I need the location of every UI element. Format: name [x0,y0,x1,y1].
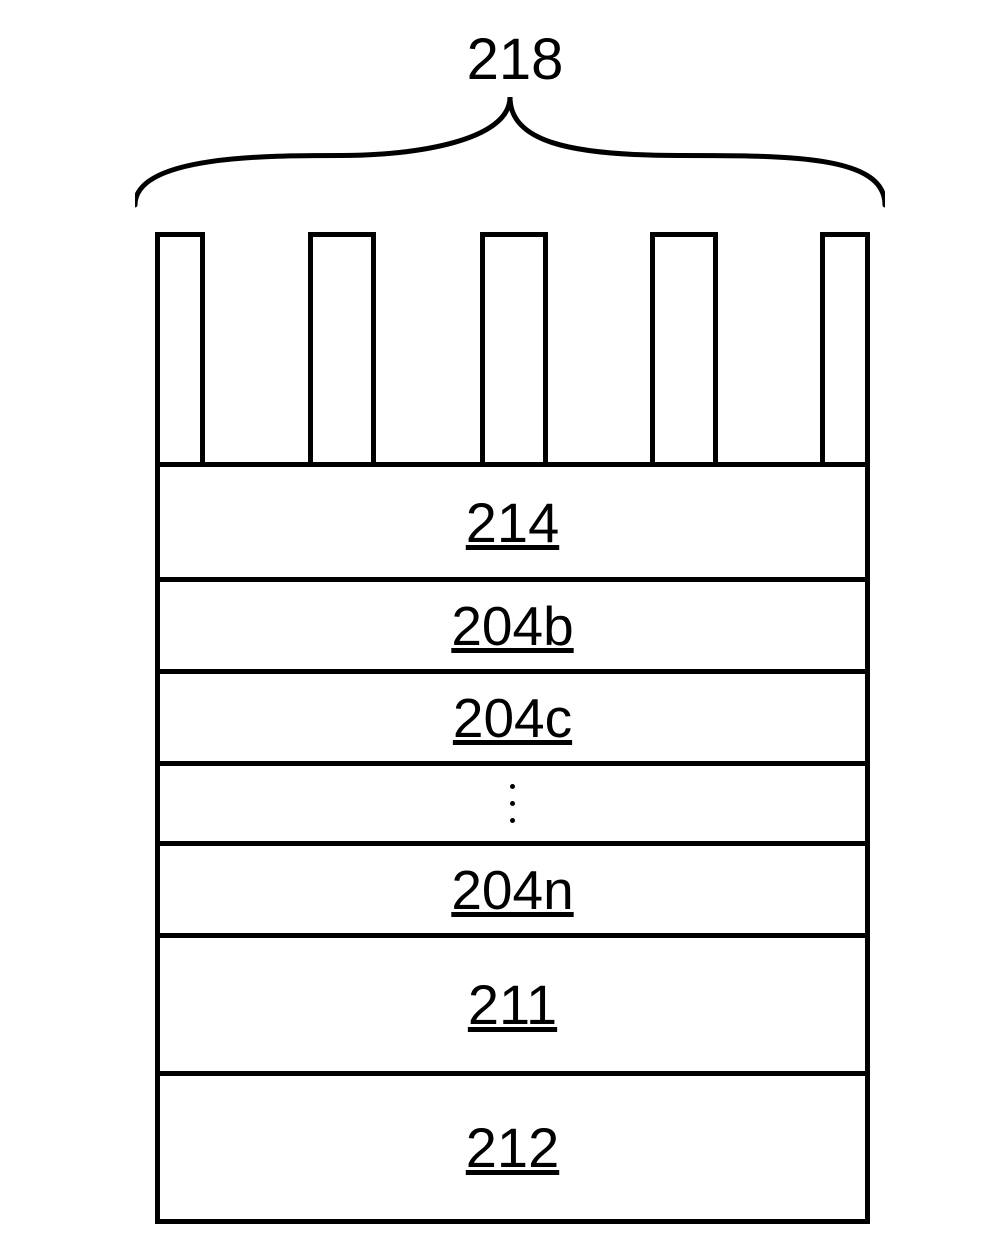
layer-label: 212 [466,1115,559,1180]
top-reference-label: 218 [455,26,575,93]
ellipsis-vertical-icon [510,784,515,823]
layer-204c: 204c [155,674,870,766]
layer-label: 211 [468,972,557,1037]
layer-label: 204c [453,686,572,750]
bar [820,232,870,467]
bar [480,232,548,467]
layer-214: 214 [155,462,870,582]
layer-label: 214 [466,490,559,555]
layer-204b: 204b [155,582,870,674]
layer-vdots [155,766,870,846]
bar [155,232,205,467]
diagram-stage: 218 214 204b 204c 204n 211 212 [0,0,1007,1250]
layer-label: 204n [451,858,573,922]
layer-211: 211 [155,938,870,1076]
layer-label: 204b [451,594,573,658]
bar [308,232,376,467]
bar [650,232,718,467]
brace-icon [135,95,885,215]
layer-212: 212 [155,1076,870,1224]
layer-204n: 204n [155,846,870,938]
